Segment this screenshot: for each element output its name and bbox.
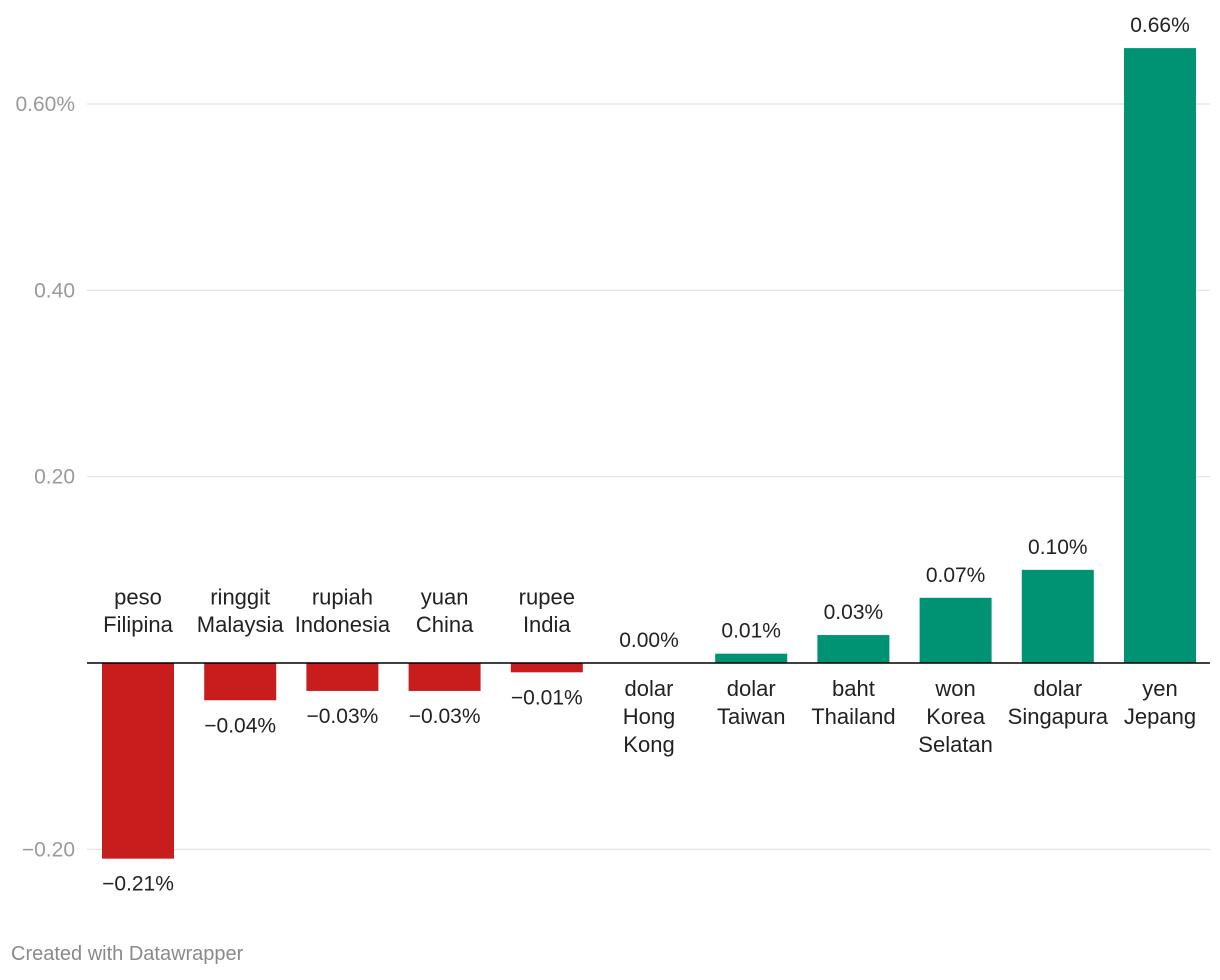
category-label: Thailand [811, 704, 895, 729]
category-label: dolar [1033, 676, 1082, 701]
value-label: 0.10% [1028, 536, 1088, 559]
value-label: 0.03% [824, 601, 884, 624]
bar [102, 663, 174, 859]
bar [817, 635, 890, 663]
category-label: Hong [623, 704, 676, 729]
y-tick-label: 0.40 [34, 279, 75, 302]
footer-credit: Created with Datawrapper [11, 943, 244, 965]
gridlines [87, 103, 1210, 850]
category-label: Selatan [918, 732, 993, 757]
category-label: Kong [623, 732, 674, 757]
category-label: yen [1142, 676, 1177, 701]
category-label: Filipina [103, 612, 173, 637]
bar [715, 653, 788, 663]
y-tick-label: 0.60% [15, 93, 75, 116]
bar [510, 663, 583, 673]
category-label: Jepang [1124, 704, 1196, 729]
value-label: −0.03% [306, 705, 378, 728]
value-label: −0.01% [511, 686, 583, 709]
category-label: China [416, 612, 474, 637]
category-label: India [523, 612, 571, 637]
category-label: dolar [727, 676, 776, 701]
value-label: 0.66% [1130, 14, 1190, 37]
bar [204, 663, 277, 701]
bar [919, 597, 992, 663]
value-label: −0.21% [102, 873, 174, 896]
category-label: won [934, 676, 975, 701]
category-label: Singapura [1008, 704, 1109, 729]
value-label: −0.03% [409, 705, 481, 728]
bar [408, 663, 481, 691]
value-label: 0.00% [619, 629, 679, 652]
bar [1021, 569, 1094, 663]
category-label: baht [832, 676, 875, 701]
category-label: yuan [421, 585, 469, 610]
value-label: 0.01% [721, 620, 781, 643]
y-tick-label: 0.20 [34, 466, 75, 489]
value-label: −0.04% [204, 714, 276, 737]
category-label: Taiwan [717, 704, 785, 729]
category-label: peso [114, 585, 162, 610]
category-label: ringgit [210, 585, 270, 610]
bar [306, 663, 379, 691]
y-tick-label: −0.20 [22, 838, 75, 861]
category-label: rupiah [312, 585, 373, 610]
bars [102, 48, 1196, 859]
category-label: Indonesia [295, 612, 391, 637]
category-label: dolar [625, 676, 674, 701]
bar [1124, 48, 1196, 664]
category-label: rupee [519, 585, 575, 610]
category-label: Malaysia [197, 612, 285, 637]
category-label: Korea [926, 704, 985, 729]
value-label: 0.07% [926, 564, 986, 587]
